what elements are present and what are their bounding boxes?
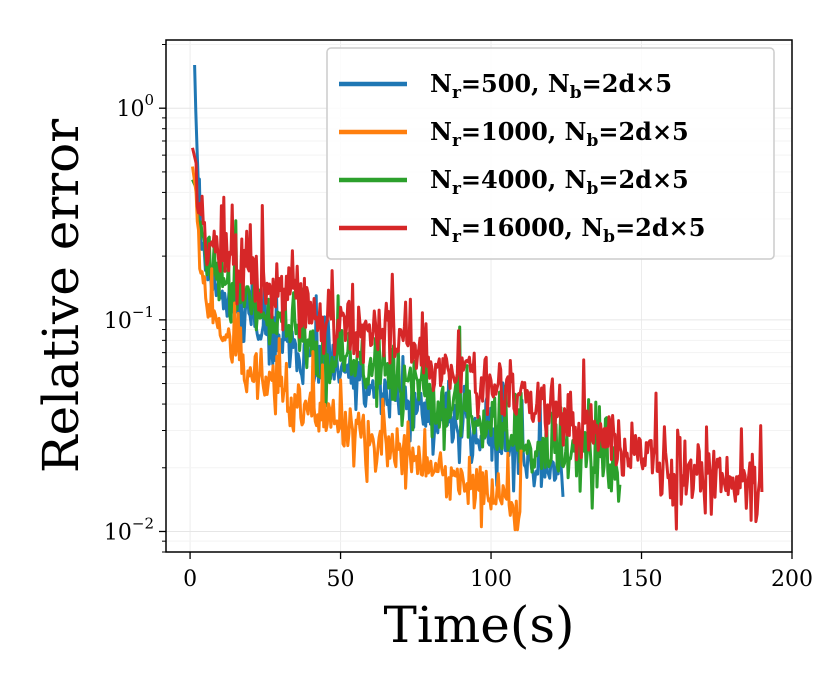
x-axis-title: Time(s) <box>383 596 574 654</box>
x-tick-label: 150 <box>621 567 663 592</box>
series-line <box>191 179 622 510</box>
legend-entry: Nr=4000, Nb=2d×5 <box>430 165 689 199</box>
legend-entry: Nr=1000, Nb=2d×5 <box>430 117 689 151</box>
x-tick-label: 200 <box>771 567 813 592</box>
legend-entry: Nr=500, Nb=2d×5 <box>430 69 672 103</box>
axis-ticks: 0 50 100 150 200 100 10−1 10−2 <box>104 43 813 592</box>
y-tick-label: 10−1 <box>104 303 154 334</box>
series-line <box>191 147 764 531</box>
y-axis-title: Relative error <box>32 119 90 473</box>
plot-frame <box>165 39 793 553</box>
y-tick-label: 100 <box>116 91 154 122</box>
legend: Nr=500, Nb=2d×5 Nr=1000, Nb=2d×5 Nr=4000, … <box>326 47 775 260</box>
x-tick-label: 0 <box>183 567 197 592</box>
series-lines <box>191 64 764 532</box>
legend-entry: Nr=16000, Nb=2d×5 <box>430 213 705 247</box>
legend-box <box>326 47 775 260</box>
x-tick-label: 50 <box>327 567 355 592</box>
x-tick-label: 100 <box>470 567 512 592</box>
series-line <box>191 166 523 532</box>
y-tick-label: 10−2 <box>104 514 154 545</box>
